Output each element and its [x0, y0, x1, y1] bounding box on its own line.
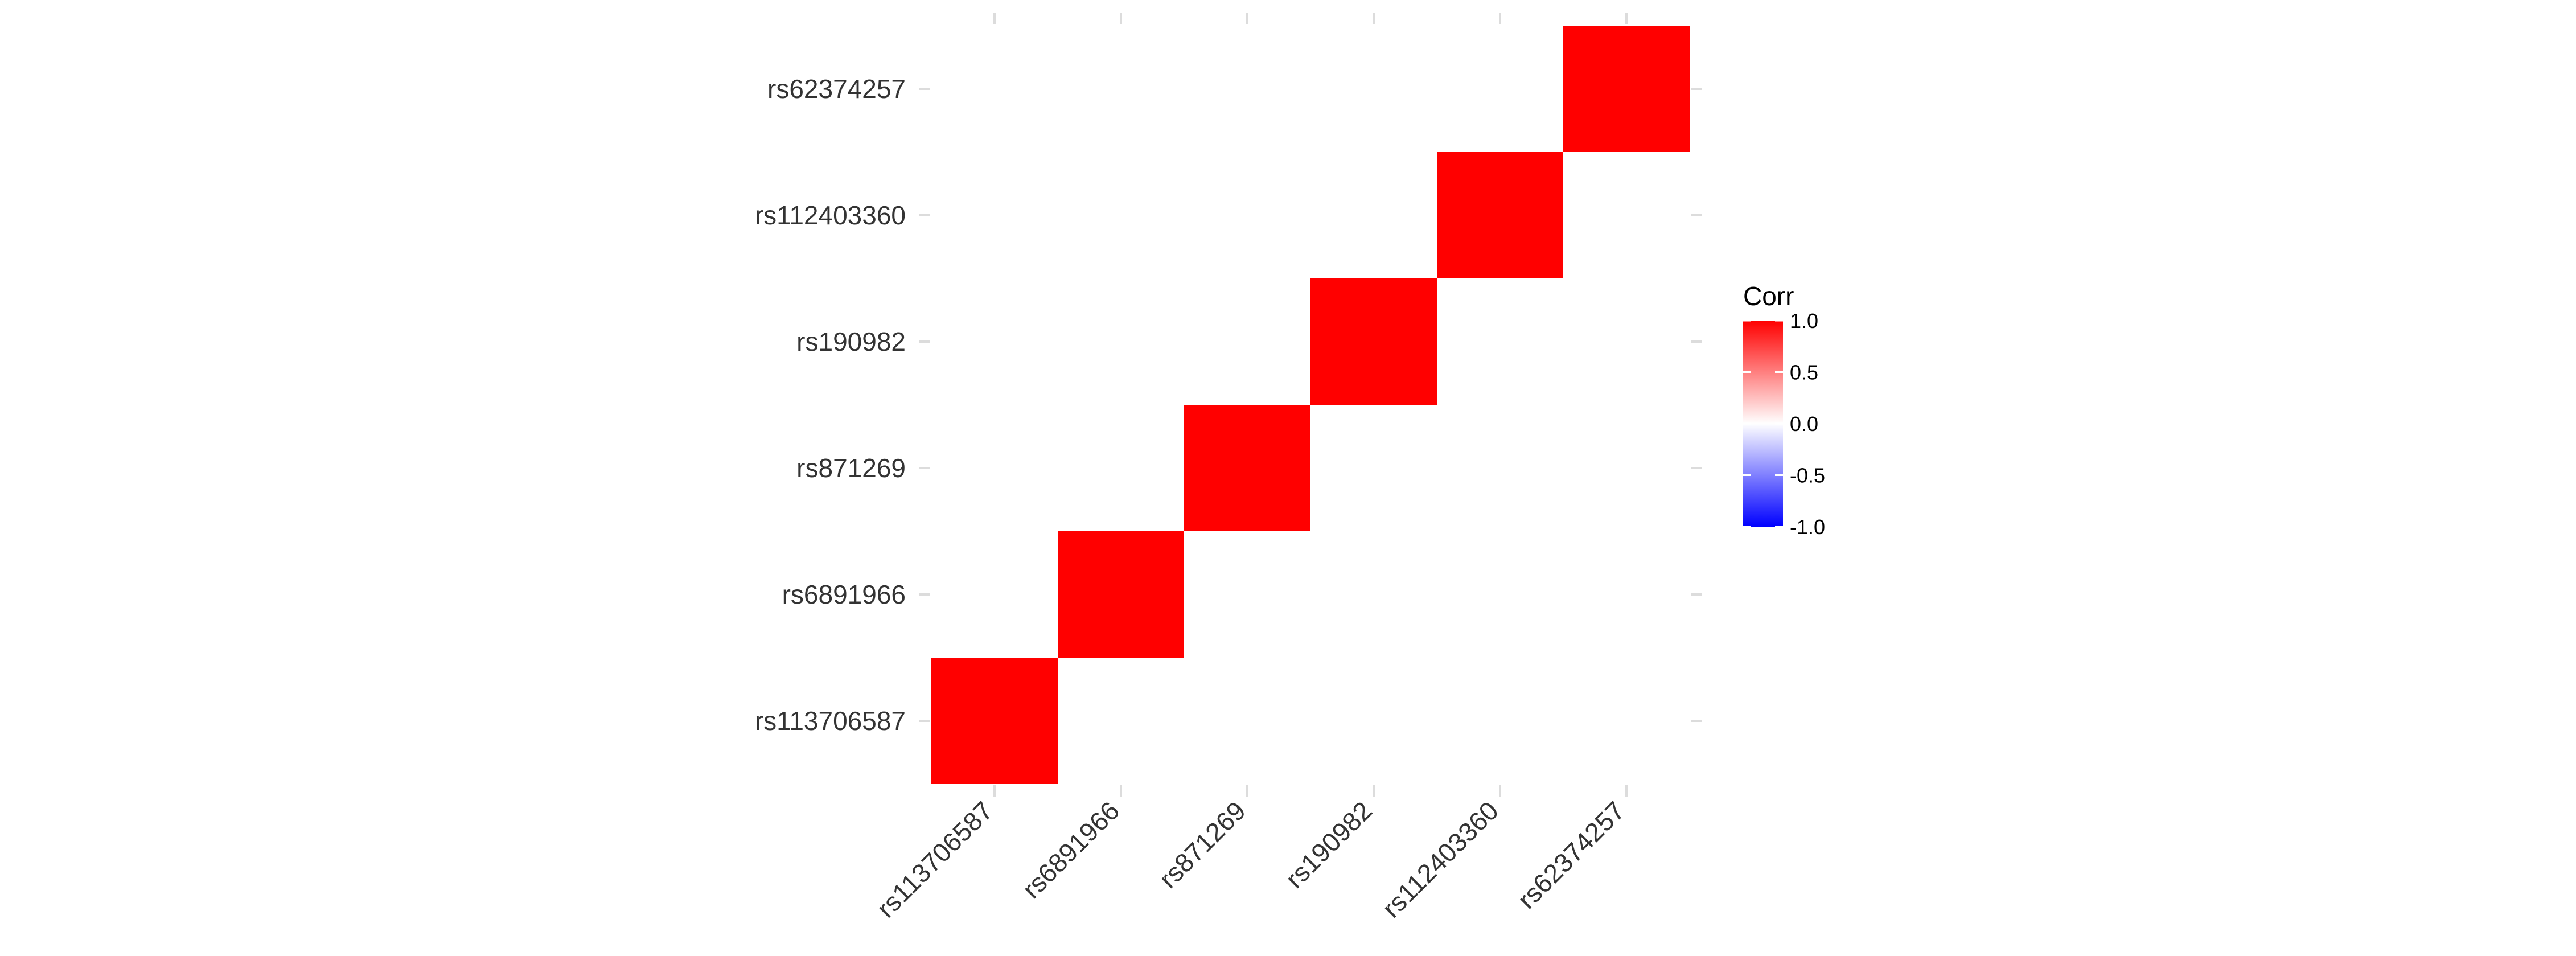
x-axis-labels: rs113706587 rs6891966 rs871269 rs190982rs11… [871, 795, 1630, 923]
y-tick-label: rs871269 [796, 453, 906, 483]
heatmap-cell [1563, 26, 1690, 152]
legend: Corr 1.0 0.5 0.0 -0.5 -1.0 [1743, 281, 1825, 539]
legend-ticks: 1.0 0.5 0.0 -0.5 -1.0 [1743, 309, 1825, 539]
y-axis-ticks [919, 88, 1702, 722]
x-tick-label: rs112403360 [1377, 795, 1504, 923]
x-tick-label: rs871269 [1153, 795, 1251, 893]
heatmap-cell [1310, 278, 1437, 405]
legend-tick-label: 0.0 [1790, 412, 1818, 436]
y-axis-labels: rs113706587 rs6891966 rs871269 rs190982 rs11… [755, 74, 906, 736]
y-tick-label: rs6891966 [782, 580, 906, 609]
heatmap-cell [1184, 405, 1310, 531]
x-tick-label: rs62374257 [1511, 795, 1630, 914]
x-axis-ticks [993, 13, 1628, 797]
legend-tick-label: 1.0 [1790, 309, 1818, 333]
legend-tick-label: -0.5 [1790, 464, 1825, 487]
x-tick-label: rs190982 [1280, 795, 1378, 893]
y-tick-label: rs190982 [796, 327, 906, 356]
heatmap-cell [931, 658, 1058, 784]
y-tick-label: rs113706587 [755, 706, 906, 736]
heatmap-cells [931, 26, 1690, 784]
heatmap-cell [1058, 531, 1184, 658]
x-tick-label: rs6891966 [1017, 795, 1125, 904]
legend-tick-label: -1.0 [1790, 515, 1825, 539]
y-tick-label: rs62374257 [767, 74, 906, 104]
legend-title: Corr [1743, 281, 1794, 311]
x-tick-label: rs113706587 [871, 795, 999, 923]
heatmap-cell [1437, 152, 1563, 278]
y-tick-label: rs112403360 [755, 200, 906, 230]
legend-tick-label: 0.5 [1790, 361, 1818, 384]
